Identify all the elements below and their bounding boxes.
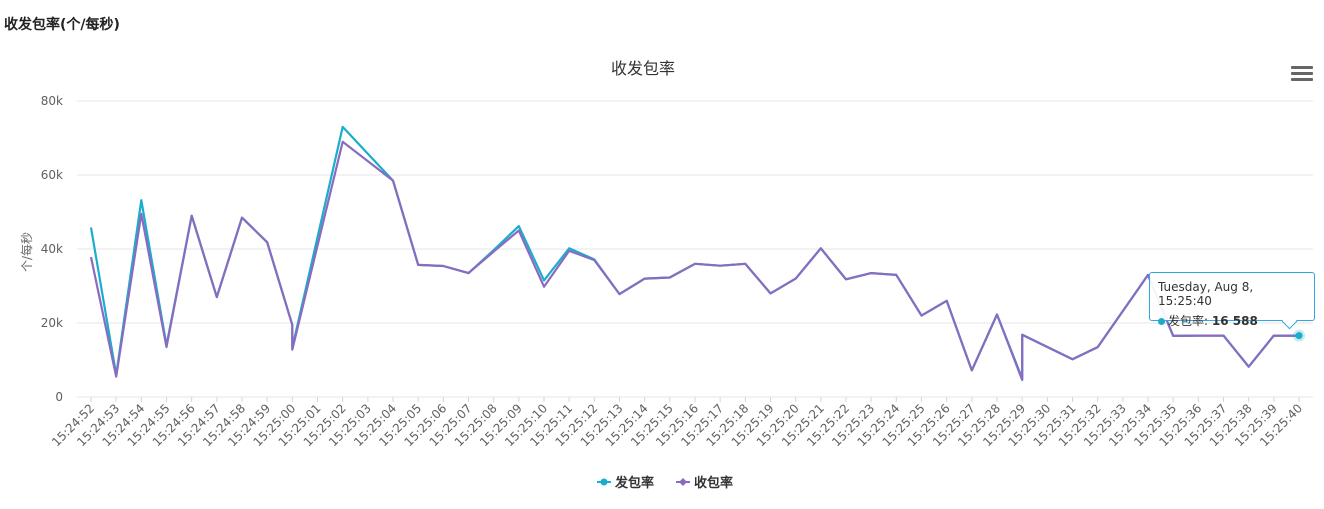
- y-axis-label: 个/每秒: [19, 232, 34, 272]
- legend-item-receive-rate[interactable]: 收包率: [676, 475, 733, 491]
- chart-title: 收发包率: [611, 59, 675, 78]
- x-axis-ticks: 15:24:5215:24:5315:24:5415:24:5515:24:56…: [49, 397, 1305, 449]
- tooltip-row: 发包率: 16 588: [1158, 312, 1306, 329]
- hover-point: [1295, 332, 1303, 340]
- y-tick-label: 80k: [41, 94, 63, 108]
- legend-label: 发包率: [614, 475, 654, 491]
- tooltip-value: 16 588: [1211, 314, 1258, 328]
- y-tick-label: 60k: [41, 168, 63, 182]
- tooltip: Tuesday, Aug 8, 15:25:40 发包率: 16 588: [1149, 272, 1315, 328]
- grid-lines: [77, 100, 1313, 398]
- legend: 发包率 收包率: [597, 475, 733, 491]
- series-line-send-rate: [89, 125, 1299, 380]
- tooltip-series-dot: [1158, 318, 1165, 325]
- legend-marker: [679, 478, 687, 486]
- chart-container: 收发包率 个/每秒 0 20k 40k 60k 80k 15:24:52 15:24:53…: [0, 40, 1324, 505]
- series-group: [89, 125, 1305, 382]
- hamburger-menu-icon[interactable]: [1291, 66, 1313, 82]
- y-tick-label: 40k: [41, 242, 63, 256]
- tooltip-series-name: 发包率: [1168, 314, 1205, 328]
- line-chart: 收发包率 个/每秒 0 20k 40k 60k 80k 15:24:5215:24:53…: [19, 59, 1313, 491]
- y-tick-label: 20k: [41, 316, 63, 330]
- page-title: 收发包率(个/每秒): [4, 17, 120, 33]
- legend-marker: [600, 478, 608, 486]
- y-tick-label: 0: [55, 390, 63, 404]
- series-line-receive-rate: [89, 140, 1300, 382]
- legend-item-send-rate[interactable]: 发包率: [597, 475, 654, 491]
- tooltip-header: Tuesday, Aug 8, 15:25:40: [1158, 280, 1254, 308]
- legend-label: 收包率: [694, 475, 733, 491]
- y-axis-ticks: 0 20k 40k 60k 80k: [41, 94, 63, 404]
